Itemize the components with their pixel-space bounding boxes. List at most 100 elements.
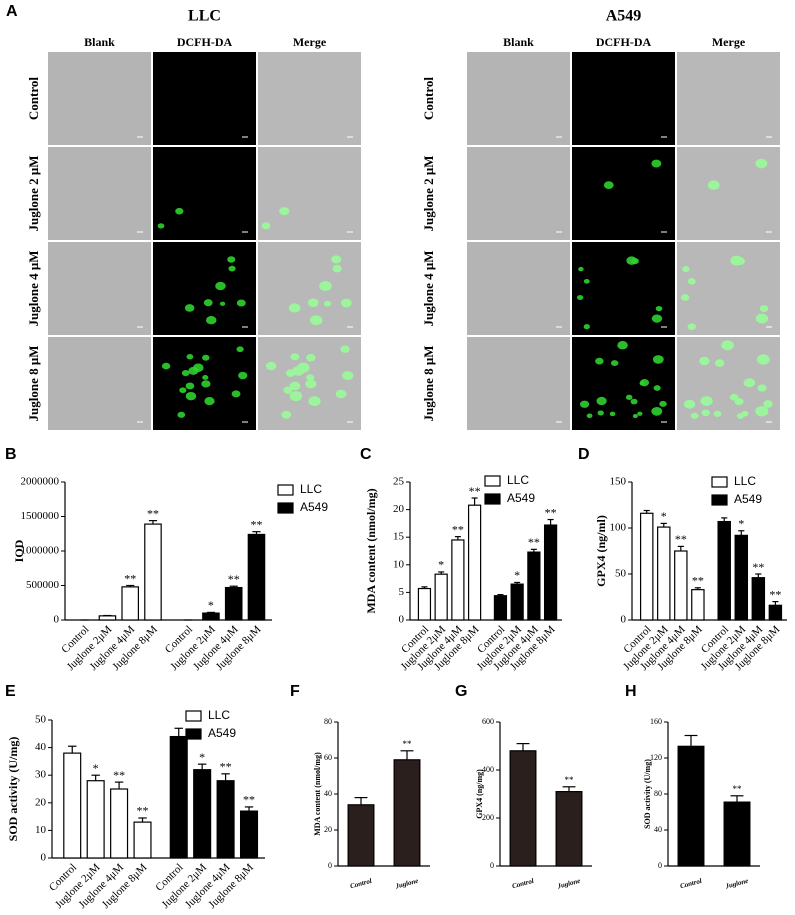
cell [586, 413, 593, 419]
cell [652, 355, 664, 364]
cell [730, 255, 743, 266]
column-header: Blank [84, 35, 115, 49]
significance: ** [469, 484, 481, 498]
cell [700, 396, 713, 406]
cell [756, 354, 770, 365]
y-tick-label: 30 [35, 769, 47, 781]
panel-label: C [360, 446, 372, 463]
x-tick-label: Control [349, 877, 373, 890]
cell [651, 159, 662, 168]
y-tick-label: 150 [610, 476, 627, 488]
y-tick-label: 200 [482, 813, 494, 822]
cell [202, 374, 209, 380]
bar [110, 788, 129, 859]
y-axis-label: SOD activity (U/mg) [643, 759, 652, 829]
bar [239, 810, 259, 859]
legend-label: LLC [300, 482, 322, 496]
cell [215, 281, 226, 291]
cell [639, 381, 645, 386]
cell [157, 223, 165, 229]
significance: * [661, 509, 667, 523]
bar [216, 780, 235, 859]
column-header: Merge [293, 35, 327, 49]
y-tick-label: 50 [615, 568, 627, 580]
bar [144, 523, 162, 621]
y-tick-label: 0 [41, 852, 47, 864]
cell [285, 369, 296, 377]
cell [342, 371, 354, 381]
bar [451, 539, 465, 621]
panel-label: E [5, 683, 16, 700]
cell [289, 381, 301, 391]
y-tick-label: 0 [658, 861, 662, 870]
y-axis-label: GPX4 (ng/mg) [475, 769, 484, 819]
cell [626, 256, 637, 265]
significance: * [438, 558, 444, 572]
significance: ** [228, 572, 240, 586]
cell [699, 356, 710, 366]
panel-label: A [6, 3, 18, 20]
bar [63, 752, 82, 859]
cell [202, 354, 210, 361]
cell [659, 400, 667, 407]
bar [717, 520, 731, 621]
row-label: Control [26, 77, 41, 120]
y-tick-label: 400 [482, 765, 494, 774]
y-tick-label: 1000000 [21, 545, 60, 557]
image-fluorescence [153, 52, 256, 145]
cell [231, 390, 241, 398]
legend-label: LLC [208, 708, 230, 722]
bar [543, 524, 558, 621]
row-label: Control [421, 77, 436, 120]
cell [603, 181, 614, 190]
image-merge [258, 52, 361, 145]
bar [657, 526, 671, 621]
row-label: Juglone 8 μM [421, 346, 436, 422]
bar [768, 604, 783, 621]
y-tick-label: 600 [482, 717, 494, 726]
cell [181, 370, 190, 377]
image-merge [677, 52, 780, 145]
legend-swatch [277, 484, 294, 496]
bar [555, 790, 583, 867]
cell [340, 345, 350, 353]
significance: ** [545, 505, 557, 519]
cell [578, 266, 584, 272]
cell [690, 412, 699, 419]
y-tick-label: 100 [610, 522, 627, 534]
cell [290, 353, 300, 361]
y-tick-label: 80 [654, 789, 662, 798]
cell [637, 411, 643, 416]
significance: ** [124, 571, 136, 585]
y-tick-label: 40 [35, 741, 47, 753]
y-tick-label: 1500000 [21, 510, 60, 522]
cell [238, 371, 248, 380]
legend-label: A549 [734, 492, 762, 506]
group-title: LLC [188, 8, 221, 25]
bar [133, 821, 152, 859]
bar [193, 769, 212, 859]
cell [609, 411, 616, 417]
cell [335, 389, 347, 399]
cell [755, 158, 768, 169]
cell [201, 380, 211, 388]
bar [639, 512, 654, 621]
image-fluorescence [572, 52, 675, 145]
cell [583, 278, 590, 284]
cell [279, 207, 290, 216]
bar [202, 612, 220, 621]
cell [177, 411, 186, 418]
cell [306, 353, 316, 362]
legend-swatch [185, 710, 202, 722]
row-label: Juglone 4 μM [26, 251, 41, 327]
y-tick-label: 0 [328, 861, 332, 870]
bar [434, 573, 448, 621]
bar [98, 615, 117, 621]
y-axis-label: MDA content (nmol/mg) [313, 752, 322, 836]
cell [713, 410, 722, 417]
bar [467, 504, 482, 621]
y-axis-label: MDA content (nmol/mg) [364, 488, 378, 613]
group-title: A549 [606, 8, 642, 25]
image-blank [48, 337, 151, 430]
